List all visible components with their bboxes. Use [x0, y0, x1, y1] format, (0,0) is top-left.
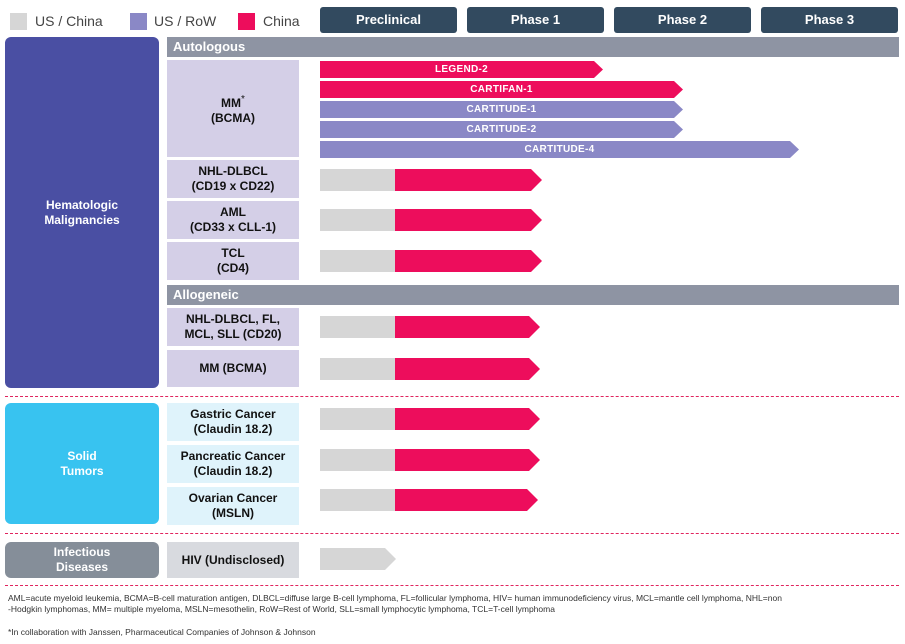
category-label-line: Solid	[67, 448, 97, 463]
progress-bar-preclinical	[320, 209, 395, 231]
progress-bar-preclinical	[320, 408, 395, 430]
study-arrow-legend-2: LEGEND-2	[320, 61, 603, 78]
program-label-line: (MSLN)	[212, 506, 254, 520]
program-label-pancreatic: Pancreatic Cancer (Claudin 18.2)	[167, 445, 299, 483]
program-label-line: MCL, SLL (CD20)	[184, 327, 282, 341]
program-label-ovarian: Ovarian Cancer (MSLN)	[167, 487, 299, 525]
progress-bar-china	[395, 209, 542, 231]
progress-bar-china	[395, 250, 542, 272]
program-label-tcl: TCL (CD4)	[167, 242, 299, 280]
footnote-collaboration: *In collaboration with Janssen, Pharmace…	[8, 627, 316, 637]
category-label-line: Tumors	[60, 463, 104, 478]
category-label-line: Diseases	[55, 560, 109, 574]
footnote-line: AML=acute myeloid leukemia, BCMA=B-cell …	[8, 593, 782, 603]
legend-label-china: China	[263, 13, 300, 29]
program-label-line: (CD4)	[217, 261, 249, 275]
progress-bar-china	[395, 408, 540, 430]
phase-header-phase-1: Phase 1	[467, 7, 604, 33]
category-infectious-diseases: Infectious Diseases	[5, 542, 159, 578]
progress-bar-china	[395, 449, 540, 471]
progress-bar-preclinical	[320, 489, 395, 511]
legend-label-us-row: US / RoW	[154, 13, 217, 29]
program-label-line: AML	[220, 205, 246, 219]
section-allogeneic: Allogeneic	[167, 285, 899, 305]
footnote-line: -Hodgkin lymphomas, MM= multiple myeloma…	[8, 604, 555, 614]
progress-bar-preclinical	[320, 316, 395, 338]
program-label-line: (CD19 x CD22)	[191, 179, 275, 193]
program-label-gastric: Gastric Cancer (Claudin 18.2)	[167, 403, 299, 441]
category-hematologic-malignancies: Hematologic Malignancies	[5, 37, 159, 388]
study-arrow-cartitude-1: CARTITUDE-1	[320, 101, 683, 118]
program-label-mm-bcma: MM* (BCMA)	[167, 60, 299, 157]
phase-header-phase-3: Phase 3	[761, 7, 898, 33]
progress-bar-preclinical	[320, 358, 395, 380]
program-label-line: (Claudin 18.2)	[193, 464, 273, 478]
category-solid-tumors: Solid Tumors	[5, 403, 159, 524]
progress-bar-preclinical	[320, 169, 395, 191]
progress-bar-china	[395, 489, 538, 511]
program-label-aml: AML (CD33 x CLL-1)	[167, 201, 299, 239]
program-label-line: HIV (Undisclosed)	[181, 552, 285, 567]
section-divider	[5, 533, 899, 534]
program-label-line: TCL	[221, 246, 245, 260]
progress-bar-preclinical	[320, 548, 396, 570]
program-label-line: Ovarian Cancer	[188, 491, 278, 505]
progress-bar-preclinical	[320, 250, 395, 272]
footnote-abbreviations: AML=acute myeloid leukemia, BCMA=B-cell …	[8, 593, 900, 615]
program-label-line: NHL-DLBCL	[198, 164, 268, 178]
study-arrow-cartifan-1: CARTIFAN-1	[320, 81, 683, 98]
legend-swatch-us-china	[10, 13, 27, 30]
progress-bar-preclinical	[320, 449, 395, 471]
program-label-line: (Claudin 18.2)	[193, 422, 273, 436]
progress-bar-china	[395, 169, 542, 191]
legend-label-us-china: US / China	[35, 13, 103, 29]
legend-swatch-us-row	[130, 13, 147, 30]
category-label-line: Infectious	[53, 545, 111, 559]
program-label-line: Gastric Cancer	[190, 407, 276, 421]
program-label-line: NHL-DLBCL, FL,	[186, 312, 280, 326]
section-divider	[5, 585, 899, 586]
program-label-line: MM	[221, 95, 242, 110]
category-label-line: Malignancies	[44, 212, 120, 227]
program-label-nhl-dlbcl: NHL-DLBCL (CD19 x CD22)	[167, 160, 299, 198]
program-label-line: (BCMA)	[211, 110, 255, 125]
phase-header-preclinical: Preclinical	[320, 7, 457, 33]
study-arrow-cartitude-4: CARTITUDE-4	[320, 141, 799, 158]
program-label-allo-mm: MM (BCMA)	[167, 350, 299, 387]
program-label-hiv: HIV (Undisclosed)	[167, 542, 299, 578]
category-label-line: Hematologic	[45, 197, 118, 212]
progress-bar-china	[395, 316, 540, 338]
study-arrow-cartitude-2: CARTITUDE-2	[320, 121, 683, 138]
progress-bar-china	[395, 358, 540, 380]
program-label-allo-nhl: NHL-DLBCL, FL, MCL, SLL (CD20)	[167, 308, 299, 346]
section-autologous: Autologous	[167, 37, 899, 57]
phase-header-phase-2: Phase 2	[614, 7, 751, 33]
legend-swatch-china	[238, 13, 255, 30]
program-label-line: Pancreatic Cancer	[180, 449, 286, 463]
section-divider	[5, 396, 899, 397]
program-label-line: MM (BCMA)	[199, 361, 267, 375]
asterisk-marker: *	[241, 93, 245, 105]
program-label-line: (CD33 x CLL-1)	[189, 220, 276, 234]
